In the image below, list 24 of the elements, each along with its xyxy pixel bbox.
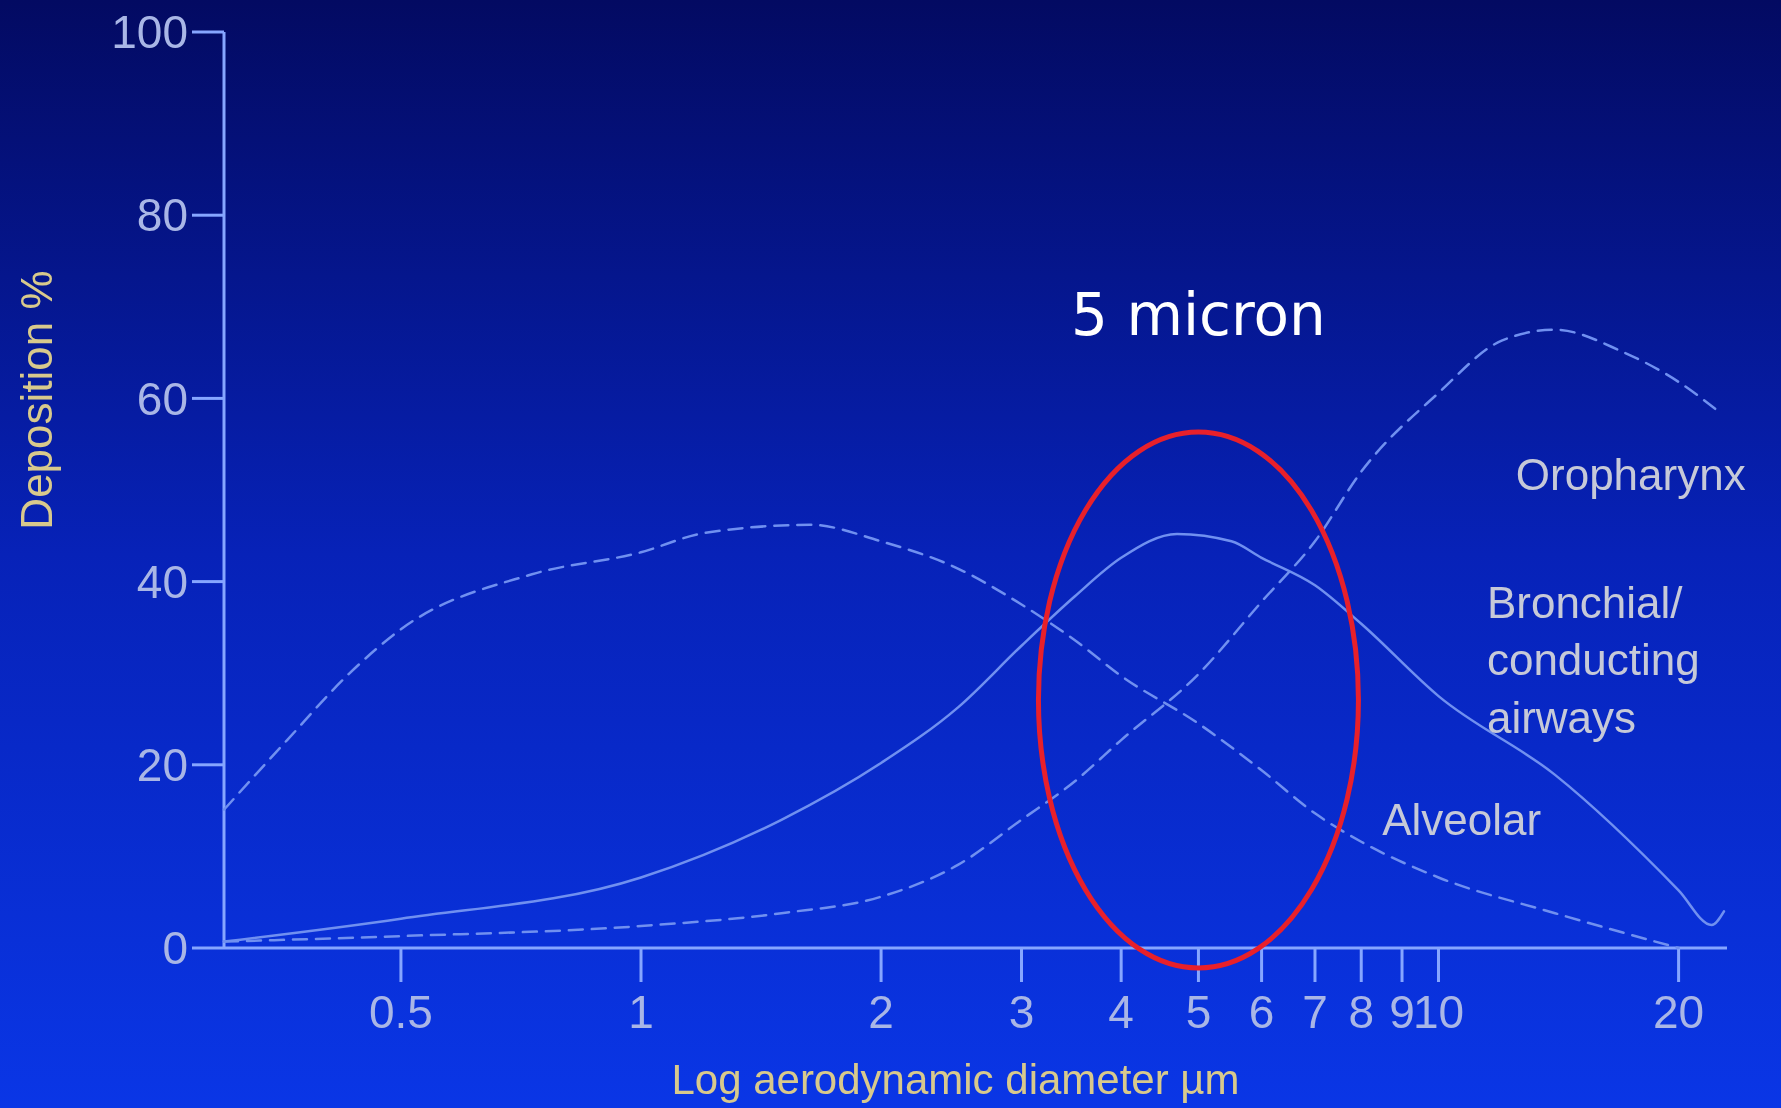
x-tick-label: 0.5 (368, 986, 433, 1038)
x-tick-label: 4 (1108, 986, 1134, 1038)
annotation: 5 micron (1071, 281, 1326, 349)
y-tick-label: 80 (136, 189, 188, 242)
y-tick-label: 0 (162, 922, 188, 975)
x-tick-label: 7 (1302, 986, 1328, 1038)
x-tick-label: 10 (1412, 986, 1465, 1038)
y-axis-title: Deposition % (12, 270, 61, 530)
y-tick-label: 60 (136, 372, 188, 425)
x-tick-label: 3 (1008, 986, 1035, 1038)
x-tick-label: 9 (1389, 986, 1415, 1038)
x-tick-label: 5 (1185, 986, 1212, 1038)
x-tick-label: 1 (628, 986, 654, 1038)
series-label: Bronchial/ conducting airways (1486, 578, 1700, 742)
x-tick-label: 2 (868, 986, 894, 1038)
y-tick-label: 100 (111, 6, 188, 59)
x-axis-title: Log aerodynamic diameter µm (671, 1056, 1240, 1103)
y-tick-label: 20 (136, 738, 188, 791)
x-tick-label: 6 (1248, 986, 1275, 1038)
y-tick-label: 40 (136, 555, 188, 608)
series-label: Alveolar (1382, 795, 1542, 845)
x-tick-label: 8 (1348, 986, 1375, 1038)
x-tick-label: 20 (1653, 986, 1705, 1038)
series-label: Oropharynx (1515, 450, 1746, 499)
